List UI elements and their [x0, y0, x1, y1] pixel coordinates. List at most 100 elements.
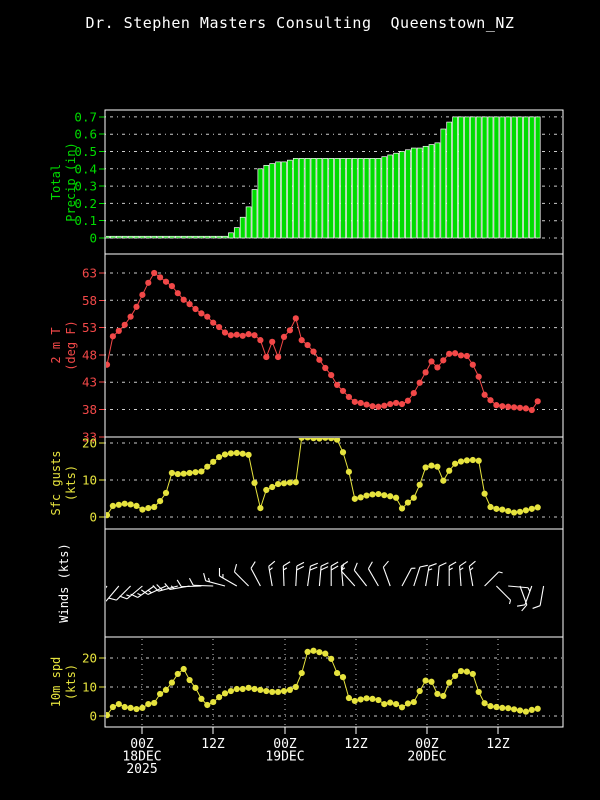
barb-half-tick [508, 599, 512, 605]
10m-wind-speed-point [174, 670, 181, 678]
precip-bar [115, 235, 122, 239]
2m-temperature-point [109, 333, 116, 340]
surface-gusts-point [275, 480, 282, 488]
2m-temperature-point [263, 353, 270, 361]
precip-bar [292, 158, 299, 239]
precip-bar [487, 116, 494, 239]
surface-gusts-point [245, 451, 252, 458]
10m-wind-speed-point [410, 698, 417, 706]
10m-wind-speed-point [351, 697, 358, 705]
barb-half-tick [137, 592, 142, 596]
2m-temperature-point [469, 361, 476, 368]
ytick-label: 0.2 [74, 196, 97, 211]
10m-wind-speed-point [157, 690, 164, 698]
yaxis-10m-wind-speed: 20 10 0 [82, 651, 105, 724]
xtick-label: 12Z [486, 737, 510, 752]
surface-gusts-point [239, 450, 246, 457]
precip-bar [452, 116, 458, 239]
surface-gusts-point [221, 451, 229, 458]
surface-gusts-point [398, 505, 406, 512]
10m-wind-speed-point [239, 685, 246, 693]
surface-gusts-point [227, 450, 234, 457]
10m-wind-speed-point [334, 669, 341, 677]
surface-gusts-point [387, 493, 394, 500]
precip-bar [298, 158, 305, 239]
barb-tick [130, 593, 139, 598]
barb-tick [532, 605, 541, 609]
10m-wind-speed-point [151, 699, 158, 707]
xtick-label: 00Z [273, 737, 297, 752]
precip-bar [228, 232, 234, 239]
axis-title: (kts) [64, 465, 78, 501]
10m-wind-speed-point [499, 704, 506, 711]
2m-temperature-point [275, 353, 282, 361]
barb-shaft [318, 566, 322, 587]
2m-temperature-point [369, 403, 376, 410]
barb-tick [340, 561, 349, 567]
2m-temperature-point [304, 341, 311, 349]
precip-bar [316, 158, 323, 239]
2m-temperature-point [493, 402, 500, 409]
axis-title: (kts) [64, 664, 78, 700]
barb-tick [309, 566, 318, 571]
10m-wind-speed-point [316, 649, 323, 656]
wind-barbs [106, 560, 545, 612]
2m-temperature-point [375, 403, 382, 410]
precip-bar [304, 158, 311, 239]
barb-shaft [268, 566, 273, 587]
precip-bar [169, 235, 175, 239]
surface-gusts-point [127, 501, 134, 508]
precip-bar [475, 116, 482, 239]
surface-gusts-point [357, 494, 364, 501]
2m-temperature-point [204, 313, 211, 320]
precip-bar [357, 158, 364, 239]
precip-bar [381, 156, 388, 239]
10m-wind-speed-series [106, 647, 541, 719]
barb-tick [119, 595, 128, 600]
10m-wind-speed-point [375, 696, 382, 704]
2m-temperature-point [221, 329, 229, 336]
10m-wind-speed-point [522, 708, 530, 715]
precip-bar [186, 235, 193, 239]
ytick-label: 0 [89, 510, 97, 525]
2m-temperature-point [216, 323, 223, 331]
ytick-label: 43 [82, 375, 97, 390]
surface-gusts-point [369, 491, 376, 498]
surface-gusts-point [328, 438, 335, 442]
10m-wind-speed-point [168, 679, 175, 686]
10m-wind-speed-point [428, 678, 435, 685]
ytick-label: 20 [82, 651, 97, 666]
10m-wind-speed-point [233, 685, 240, 693]
barb-tick [330, 565, 339, 571]
precip-bar [387, 154, 394, 239]
axis-title: 10m spd [49, 657, 63, 708]
surface-gusts-point [428, 462, 435, 469]
surface-gusts-point [192, 469, 199, 476]
2m-temperature-point [328, 372, 335, 379]
surface-gusts-point [121, 500, 128, 507]
precip-bar [534, 116, 541, 239]
barb-shaft [341, 570, 356, 587]
precip-bar [145, 235, 152, 239]
barb-shaft [106, 585, 120, 602]
axis-title: 2 m T [49, 327, 63, 363]
surface-gusts-point [316, 438, 323, 442]
surface-gusts-line [106, 438, 538, 516]
precip-bar [192, 235, 199, 239]
10m-wind-speed-point [487, 703, 494, 710]
10m-wind-speed-point [457, 667, 465, 675]
10m-wind-speed-point [322, 650, 329, 657]
surface-gusts-point [440, 477, 447, 484]
precip-bar [328, 158, 335, 239]
precip-bar [210, 235, 217, 239]
precip-bar [127, 235, 134, 239]
surface-gusts-point [233, 449, 240, 457]
precip-bar [405, 149, 411, 239]
precip-bar [157, 235, 163, 239]
barb-tick [459, 561, 467, 567]
barb-half-tick [147, 590, 152, 594]
barb-shaft [205, 580, 226, 587]
surface-gusts-point [334, 438, 341, 443]
barb-tick [233, 563, 238, 573]
surface-gusts-point [351, 495, 358, 502]
